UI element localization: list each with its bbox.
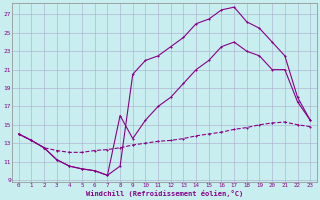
X-axis label: Windchill (Refroidissement éolien,°C): Windchill (Refroidissement éolien,°C) — [86, 190, 243, 197]
